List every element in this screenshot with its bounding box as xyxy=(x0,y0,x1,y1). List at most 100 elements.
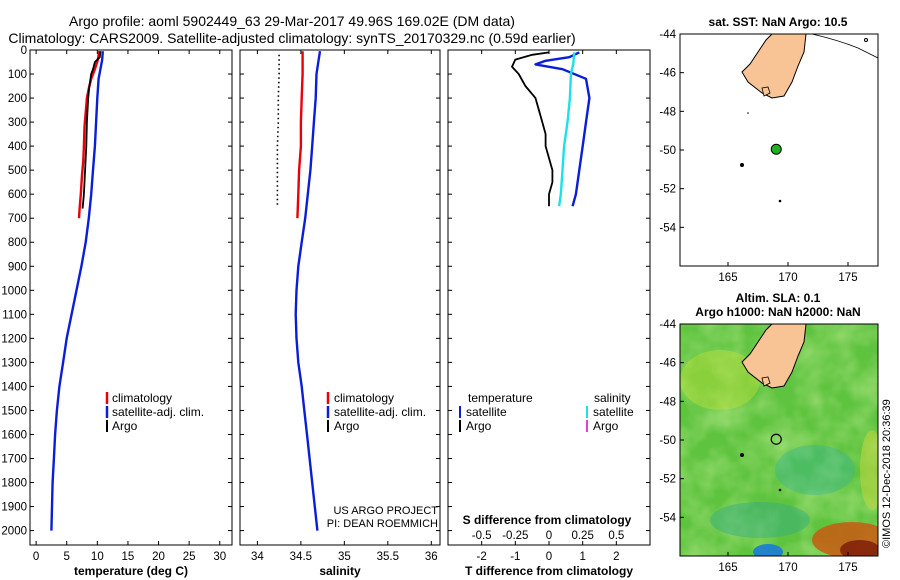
legend-s-satellite-label: satellite xyxy=(593,405,634,419)
map-y-tick-label: -50 xyxy=(659,145,676,157)
map2-auckland-islands xyxy=(740,453,744,457)
x-tick-label: 34 xyxy=(251,551,264,563)
y-tick-label: 1700 xyxy=(1,453,27,465)
map-y-tick-label: -46 xyxy=(659,358,676,370)
x-tick-label: -1 xyxy=(510,551,520,563)
legend-argo-label: Argo xyxy=(334,419,360,433)
series-line-argo xyxy=(276,54,280,207)
y-tick-label: 200 xyxy=(8,93,27,105)
x-tick-label: 30 xyxy=(213,551,226,563)
series-line-climatology xyxy=(296,51,304,219)
map-x-tick-label: 165 xyxy=(718,562,737,574)
series-line-s-satellite xyxy=(557,52,576,207)
map1-coastline-east xyxy=(811,33,879,59)
legend-climatology-label: climatology xyxy=(334,391,394,405)
project-annotation-line1: US ARGO PROJECT xyxy=(333,505,438,517)
difference-panel-frame xyxy=(447,49,651,546)
map1-float-marker xyxy=(770,143,782,155)
map-y-tick-label: -48 xyxy=(659,396,676,408)
legend-satellite-label: satellite-adj. clim. xyxy=(334,405,426,419)
imos-timestamp: ©IMOS 12-Dec-2018 20:36:39 xyxy=(881,399,893,548)
y-tick-label: 100 xyxy=(8,69,27,81)
map1-axis-ticks: 165 170 175 -44 -46 -48 -50 -52 -54 xyxy=(659,29,857,284)
map-x-tick-label: 170 xyxy=(778,272,797,284)
temperature-xlabel: temperature (deg C) xyxy=(74,564,188,578)
x-tick-label: 36 xyxy=(425,551,438,563)
figure-title-line1: Argo profile: aoml 5902449_63 29-Mar-201… xyxy=(69,13,515,29)
s-difference-label: S difference from climatology xyxy=(463,513,632,527)
map1-land xyxy=(741,33,807,99)
profile-series-layer xyxy=(50,51,591,531)
map-y-tick-label: -52 xyxy=(659,474,676,486)
salinity-legend: climatology satellite-adj. clim. Argo xyxy=(326,391,426,433)
y-tick-label: 600 xyxy=(8,189,27,201)
map-x-tick-label: 175 xyxy=(838,272,857,284)
map2-title-line2: Argo h1000: NaN h2000: NaN xyxy=(695,305,860,319)
map-y-tick-label: -50 xyxy=(659,435,676,447)
map-y-tick-label: -52 xyxy=(659,184,676,196)
series-line-t-argo xyxy=(511,51,554,207)
map-x-tick-label: 175 xyxy=(838,562,857,574)
map1-stewart-island xyxy=(761,86,771,97)
map2-title-line1: Altim. SLA: 0.1 xyxy=(736,291,821,305)
map-y-tick-label: -54 xyxy=(659,512,676,524)
difference-xlabel: T difference from climatology xyxy=(465,564,633,578)
map-y-tick-label: -44 xyxy=(659,319,676,331)
project-annotation-line2: PI: DEAN ROEMMICH xyxy=(327,518,438,530)
x-tick-label: 2 xyxy=(613,551,619,563)
map2-float-marker xyxy=(770,433,782,445)
y-tick-label: 0 xyxy=(21,45,27,57)
y-tick-label: 1500 xyxy=(1,405,27,417)
series-line-climatology xyxy=(77,51,101,219)
y-tick-label: 500 xyxy=(8,165,27,177)
y-tick-label: 700 xyxy=(8,213,27,225)
x-tick-label: 1 xyxy=(579,551,585,563)
y-tick-label: 1000 xyxy=(1,285,27,297)
series-line-satellite-adj-clim- xyxy=(294,51,322,531)
map1-snares-dot xyxy=(747,112,749,114)
map2-axis-ticks: 165 170 175 -44 -46 -48 -50 -52 -54 xyxy=(659,319,857,574)
difference-legend: temperature satellite Argo salinity sate… xyxy=(459,391,634,433)
s-tick-label: -0.5 xyxy=(472,530,492,542)
map2-stewart-island xyxy=(761,376,771,387)
temperature-axis-ticks: 0 5 10 15 20 25 300100200300400500600700800900… xyxy=(1,45,232,563)
y-tick-label: 2000 xyxy=(1,526,27,538)
x-tick-label: 0 xyxy=(546,551,552,563)
y-tick-label: 1400 xyxy=(1,381,27,393)
salinity-panel-frame xyxy=(239,49,441,546)
figure-title-line2: Climatology: CARS2009. Satellite-adjuste… xyxy=(8,30,575,46)
map1-auckland-islands xyxy=(740,163,744,167)
x-tick-label: 15 xyxy=(122,551,135,563)
x-tick-label: 34.5 xyxy=(290,551,312,563)
legend-salinity-header: salinity xyxy=(594,391,631,405)
temperature-panel-frame xyxy=(29,49,233,546)
s-tick-label: 0.5 xyxy=(608,530,624,542)
s-tick-label: 0.25 xyxy=(571,530,593,542)
difference-axis-ticks: -2 -1 0 1 2 -0.5 -0.25 0 0.25 0.5 xyxy=(448,49,650,563)
series-line-satellite-adj-clim- xyxy=(50,51,104,531)
x-tick-label: 5 xyxy=(64,551,70,563)
y-tick-label: 1100 xyxy=(2,309,27,321)
salinity-axis-ticks: 34 34.5 35 35.5 36 xyxy=(240,49,440,563)
y-tick-label: 1200 xyxy=(1,333,27,345)
s-tick-label: 0 xyxy=(546,530,552,542)
series-line-argo xyxy=(81,51,102,209)
y-tick-label: 400 xyxy=(8,141,27,153)
y-tick-label: 1600 xyxy=(1,429,27,441)
map-y-tick-label: -44 xyxy=(659,29,676,41)
map2-sla-field xyxy=(680,324,878,556)
map-y-tick-label: -48 xyxy=(659,106,676,118)
y-tick-label: 900 xyxy=(8,261,27,273)
x-tick-label: 25 xyxy=(183,551,196,563)
salinity-xlabel: salinity xyxy=(319,564,361,578)
x-tick-label: 35 xyxy=(338,551,351,563)
y-tick-label: 300 xyxy=(8,117,27,129)
legend-t-satellite-label: satellite xyxy=(466,405,507,419)
legend-satellite-label: satellite-adj. clim. xyxy=(112,405,204,419)
series-line-t-satellite xyxy=(534,51,591,207)
map-y-tick-label: -54 xyxy=(659,222,676,234)
x-tick-label: -2 xyxy=(477,551,487,563)
y-tick-label: 1300 xyxy=(1,357,27,369)
legend-climatology-label: climatology xyxy=(112,391,172,405)
